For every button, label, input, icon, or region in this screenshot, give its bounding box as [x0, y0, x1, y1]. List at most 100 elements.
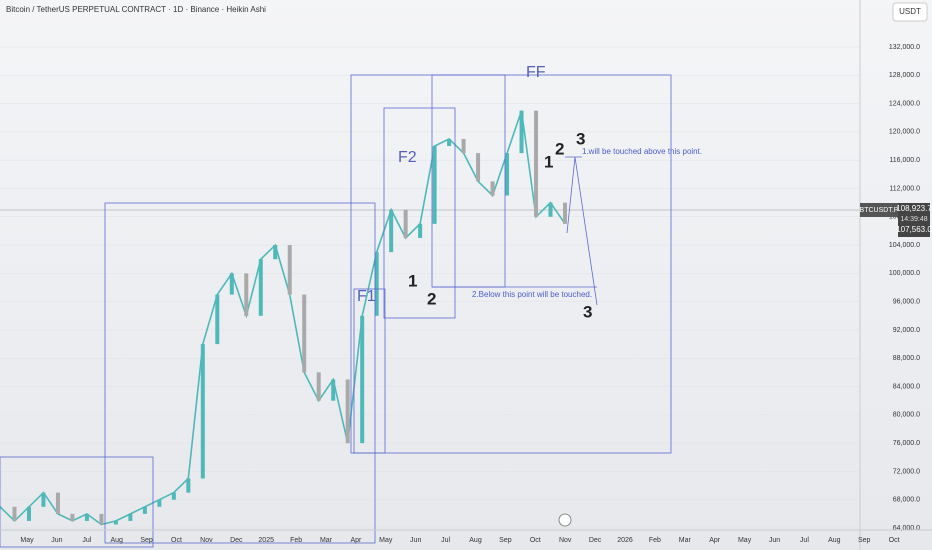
- projection: [566, 156, 598, 306]
- candle: [273, 245, 278, 260]
- y-tick-label: 68,000.0: [893, 497, 920, 504]
- candle: [360, 315, 365, 444]
- candle: [215, 294, 220, 345]
- wave-label: 2: [427, 289, 436, 308]
- candle: [403, 209, 408, 238]
- ff-box: [350, 74, 672, 454]
- candle: [302, 294, 307, 373]
- f2-box: [383, 107, 456, 319]
- y-tick-label: 104,000.0: [889, 242, 920, 249]
- candle: [12, 506, 17, 521]
- candle: [244, 273, 249, 316]
- y-tick-label: 64,000.0: [893, 525, 920, 532]
- candle: [157, 499, 162, 507]
- candle: [563, 202, 567, 224]
- x-tick-label: May: [379, 537, 393, 544]
- ff-label: FF: [526, 64, 546, 81]
- price-tag: [898, 203, 930, 237]
- candle: [447, 138, 452, 147]
- candle: [316, 372, 321, 401]
- chart-title: Bitcoin / TetherUS PERPETUAL CONTRACT · …: [6, 5, 266, 14]
- x-tick-label: Feb: [290, 537, 302, 544]
- y-tick-label: 128,000.0: [889, 72, 920, 79]
- x-tick-label: Nov: [200, 537, 213, 544]
- y-tick-label: 80,000.0: [893, 412, 920, 419]
- candle: [186, 478, 191, 493]
- candle: [461, 138, 466, 154]
- candle: [171, 492, 176, 500]
- y-tick-label: 124,000.0: [889, 100, 920, 107]
- y-tick-label: 132,000.0: [889, 44, 920, 51]
- x-tick-label: Nov: [559, 537, 572, 544]
- currency-button[interactable]: [892, 2, 928, 22]
- candle: [476, 153, 481, 182]
- candle: [113, 520, 118, 525]
- candle: [128, 513, 133, 521]
- x-tick-label: Aug: [469, 537, 482, 544]
- y-tick-label: 112,000.0: [889, 185, 920, 192]
- y-tick-label: 88,000.0: [893, 355, 920, 362]
- candle: [505, 153, 510, 196]
- symbol-tag-text: BTCUSDT.P: [860, 207, 899, 214]
- candle: [258, 259, 263, 316]
- candle: [418, 223, 423, 238]
- candle: [287, 245, 292, 295]
- x-tick-label: Dec: [230, 537, 243, 544]
- candle: [432, 146, 437, 224]
- wave-label: 1: [544, 152, 553, 171]
- x-tick-label: Dec: [589, 537, 602, 544]
- candle: [200, 344, 205, 479]
- x-tick-label: Jul: [800, 537, 809, 544]
- range-box: [0, 456, 154, 548]
- grid: [0, 46, 860, 529]
- x-tick-label: 2026: [617, 537, 633, 544]
- x-tick-label: Jul: [441, 537, 450, 544]
- y-tick-label: 100,000.0: [889, 270, 920, 277]
- y-tick-label: 120,000.0: [889, 129, 920, 136]
- x-tick-label: May: [738, 537, 752, 544]
- last-price: 108,923.7: [896, 204, 932, 213]
- replay-button[interactable]: [558, 513, 572, 527]
- currency[interactable]: USDT: [899, 7, 921, 16]
- y-tick-label: 72,000.0: [893, 468, 920, 475]
- range-box: [104, 202, 376, 544]
- candle: [99, 513, 104, 525]
- wave-label: 1: [408, 271, 417, 290]
- candle: [490, 181, 495, 196]
- candle: [519, 110, 524, 154]
- x-tick-label: Jun: [51, 537, 62, 544]
- candle: [55, 492, 60, 514]
- x-tick-label: Mar: [320, 537, 333, 544]
- x-tick-label: 2025: [258, 537, 274, 544]
- y-tick-label: 96,000.0: [893, 298, 920, 305]
- note: 1.will be touched above this point.: [582, 147, 702, 156]
- candle: [70, 513, 75, 521]
- x-tick-label: Oct: [889, 537, 900, 544]
- x-tick-label: Jun: [410, 537, 421, 544]
- note: 2.Below this point will be touched.: [472, 290, 592, 299]
- x-tick-label: Apr: [709, 537, 721, 544]
- x-tick-label: Mar: [679, 537, 692, 544]
- symbol-tag: [860, 203, 898, 217]
- x-tick-label: Oct: [530, 537, 541, 544]
- mark-price: 107,563.0: [896, 225, 932, 234]
- candle: [374, 252, 379, 316]
- y-tick-label: 116,000.0: [889, 157, 920, 164]
- f1-box: [353, 288, 386, 454]
- x-tick-label: Feb: [649, 537, 661, 544]
- candle: [0, 506, 2, 508]
- wave-label: 3: [583, 302, 592, 321]
- y-tick-label: 84,000.0: [893, 383, 920, 390]
- x-axis: May Jun Jul Aug Sep Oct Nov Dec 2025 Feb Mar Apr May…: [0, 529, 932, 544]
- countdown: 14:39:48: [900, 216, 927, 223]
- candle: [345, 379, 350, 444]
- x-tick-label: Jun: [769, 537, 780, 544]
- y-tick-label: 92,000.0: [893, 327, 920, 334]
- x-tick-label: Oct: [171, 537, 182, 544]
- candle: [548, 202, 553, 217]
- x-tick-label: Sep: [499, 537, 512, 544]
- y-tick-label: 76,000.0: [893, 440, 920, 447]
- x-tick-label: Aug: [110, 537, 123, 544]
- candle: [41, 492, 46, 507]
